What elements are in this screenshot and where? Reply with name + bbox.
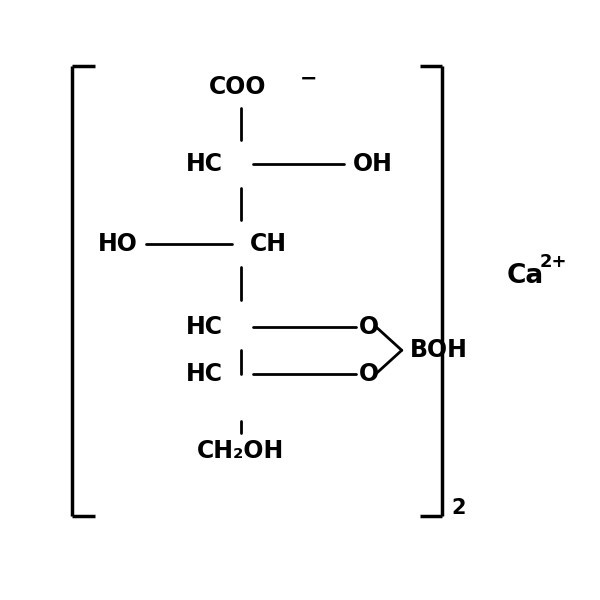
Text: O: O (359, 314, 379, 338)
Text: HO: HO (97, 232, 137, 256)
Text: HC: HC (186, 152, 223, 176)
Text: HC: HC (186, 362, 223, 386)
Text: BOH: BOH (409, 338, 467, 362)
Text: 2+: 2+ (539, 253, 567, 271)
Text: COO: COO (209, 75, 266, 99)
Text: CH: CH (250, 232, 287, 256)
Text: Ca: Ca (507, 263, 544, 289)
Text: HC: HC (186, 314, 223, 338)
Text: OH: OH (353, 152, 393, 176)
Text: −: − (300, 68, 317, 88)
Text: O: O (359, 362, 379, 386)
Text: CH₂OH: CH₂OH (197, 439, 284, 463)
Text: 2: 2 (451, 498, 466, 518)
